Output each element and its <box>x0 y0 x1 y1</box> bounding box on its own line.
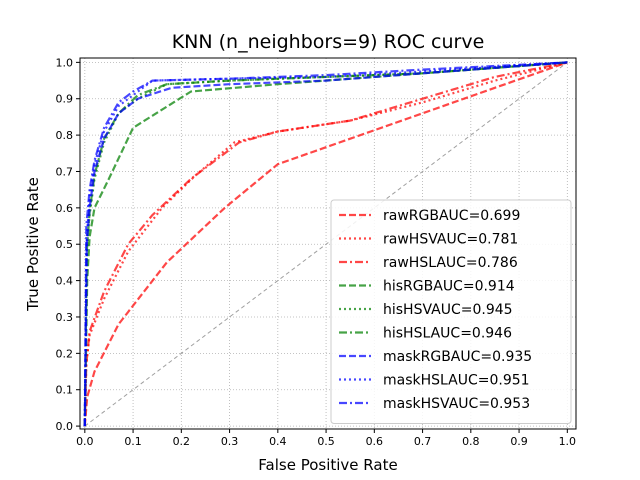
y-tick-label: 0.3 <box>56 311 74 324</box>
y-tick-label: 0.5 <box>56 238 74 251</box>
legend: rawRGBAUC=0.699 rawHSVAUC=0.781 rawHSLAUC=… <box>330 199 572 424</box>
x-tick-label: 0.5 <box>317 435 335 448</box>
y-tick-label: 0.6 <box>56 202 74 215</box>
x-tick-label: 1.0 <box>559 435 577 448</box>
x-tick-label: 0.3 <box>221 435 239 448</box>
x-tick-label: 0.9 <box>510 435 528 448</box>
y-tick-label: 1.0 <box>56 56 74 69</box>
series-line-9 <box>83 61 568 427</box>
legend-label: maskRGBAUC=0.935 <box>383 349 532 365</box>
series-line-3 <box>83 61 568 427</box>
chart-title: KNN (n_neighbors=9) ROC curve <box>172 31 485 53</box>
x-tick-label: 0.4 <box>269 435 287 448</box>
x-axis-label: False Positive Rate <box>258 456 397 474</box>
series-line-7 <box>83 61 568 427</box>
plot-frame <box>79 57 577 430</box>
legend-label: maskHSLAUC=0.951 <box>383 373 530 389</box>
legend-box <box>330 199 572 424</box>
legend-label: hisHSLAUC=0.946 <box>383 326 512 342</box>
legend-label: hisHSVAUC=0.945 <box>383 302 513 318</box>
legend-label: maskHSVAUC=0.953 <box>383 396 530 412</box>
x-tick-label: 0.0 <box>76 435 94 448</box>
axis-ticks: 0.0 0.1 0.2 0.3 0.4 0.5 0.6 0.7 0.8 0.9 1.0 0.0 0.1 0… <box>56 56 577 448</box>
x-tick-label: 0.6 <box>366 435 384 448</box>
y-tick-label: 0.2 <box>56 347 74 360</box>
series-line-1 <box>83 61 568 427</box>
chance-diagonal <box>84 61 568 427</box>
x-tick-label: 0.7 <box>414 435 432 448</box>
legend-label: rawRGBAUC=0.699 <box>383 208 520 224</box>
y-tick-label: 0.8 <box>56 129 74 142</box>
y-tick-label: 0.0 <box>56 420 74 433</box>
legend-label: rawHSVAUC=0.781 <box>383 232 518 248</box>
y-axis-label: True Positive Rate <box>24 177 42 312</box>
y-tick-label: 0.4 <box>56 275 74 288</box>
legend-label: rawHSLAUC=0.786 <box>383 255 518 271</box>
x-tick-label: 0.2 <box>173 435 191 448</box>
y-tick-label: 0.9 <box>56 93 74 106</box>
diagonal-line <box>84 61 568 427</box>
series-line-6 <box>83 61 568 427</box>
legend-label: hisRGBAUC=0.914 <box>383 279 515 295</box>
y-tick-label: 0.7 <box>56 165 74 178</box>
series-lines <box>83 61 568 427</box>
x-tick-label: 0.1 <box>124 435 142 448</box>
y-tick-label: 0.1 <box>56 384 74 397</box>
x-tick-label: 0.8 <box>462 435 480 448</box>
